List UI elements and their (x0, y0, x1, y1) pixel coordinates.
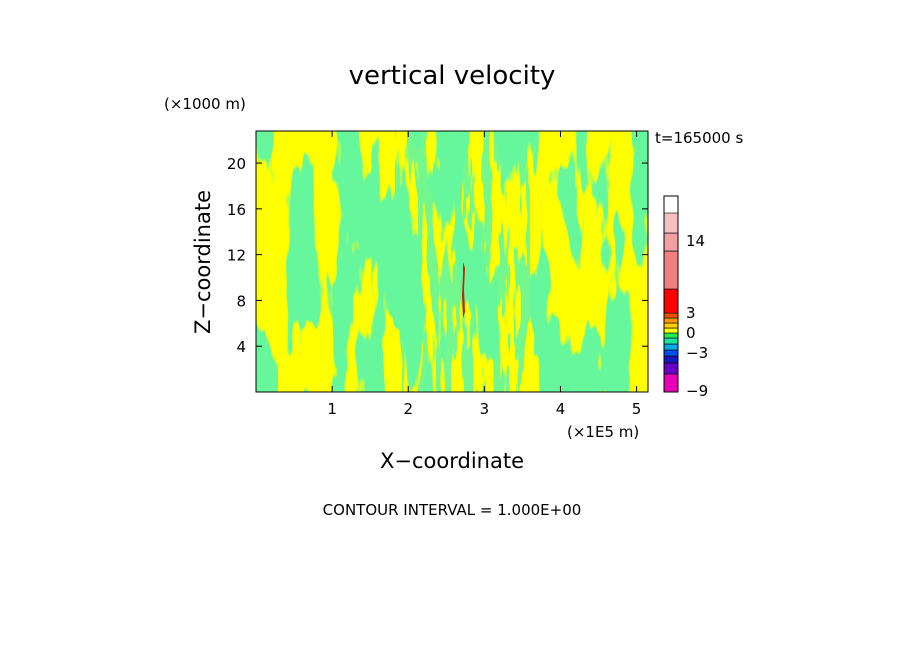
x-tick-label: 2 (403, 400, 413, 418)
x-axis-ticks: 1 2 3 4 5 (327, 131, 641, 418)
colorbar-band (663, 250, 679, 290)
colorbar-band (663, 317, 679, 324)
x-unit-label: (×1E5 m) (567, 423, 639, 441)
colorbar-band (663, 327, 679, 334)
x-tick-label: 3 (480, 400, 490, 418)
y-tick-label: 4 (236, 338, 246, 356)
colorbar-frame (663, 195, 679, 393)
y-tick-label: 12 (227, 247, 246, 265)
plot-frame (255, 130, 649, 393)
colorbar-band (663, 288, 679, 314)
y-tick-label: 16 (227, 201, 246, 219)
colorbar-band (663, 232, 679, 252)
field-center-fine-streaks (395, 131, 530, 392)
colorbar-band (663, 349, 679, 357)
colorbar-band (663, 337, 679, 345)
time-label: t=165000 s (655, 129, 743, 147)
colorbar-label: −3 (686, 344, 708, 362)
contour-interval: CONTOUR INTERVAL = 1.000E+00 (323, 501, 582, 519)
y-tick-label: 20 (227, 155, 246, 173)
y-axis-label: Z−coordinate (191, 190, 215, 334)
colorbar-label: −9 (686, 382, 708, 400)
chart-title: vertical velocity (349, 61, 556, 91)
colorbar-band (663, 362, 679, 375)
y-unit-label: (×1000 m) (164, 95, 246, 113)
colorbar-band (663, 355, 679, 364)
colorbar-band (663, 343, 679, 351)
colorbar-band (663, 212, 679, 234)
x-tick-label: 4 (556, 400, 566, 418)
x-axis-label: X−coordinate (380, 449, 524, 473)
colorbar-band (663, 332, 679, 339)
colorbar-band (663, 312, 679, 319)
x-tick-label: 5 (632, 400, 642, 418)
colorbar-labels: 14 3 0 −3 −9 (686, 232, 708, 400)
colorbar-band (663, 373, 679, 393)
colorbar-label: 0 (686, 324, 696, 342)
y-axis-ticks: 4 8 12 16 20 (227, 155, 648, 356)
y-tick-label: 8 (236, 292, 246, 310)
colorbar (663, 212, 679, 393)
updraft-core (462, 262, 465, 318)
colorbar-label: 3 (686, 304, 696, 322)
x-tick-label: 1 (327, 400, 337, 418)
colorbar-band (663, 322, 679, 329)
colorbar-label: 14 (686, 232, 705, 250)
heatmap-field (256, 131, 648, 392)
